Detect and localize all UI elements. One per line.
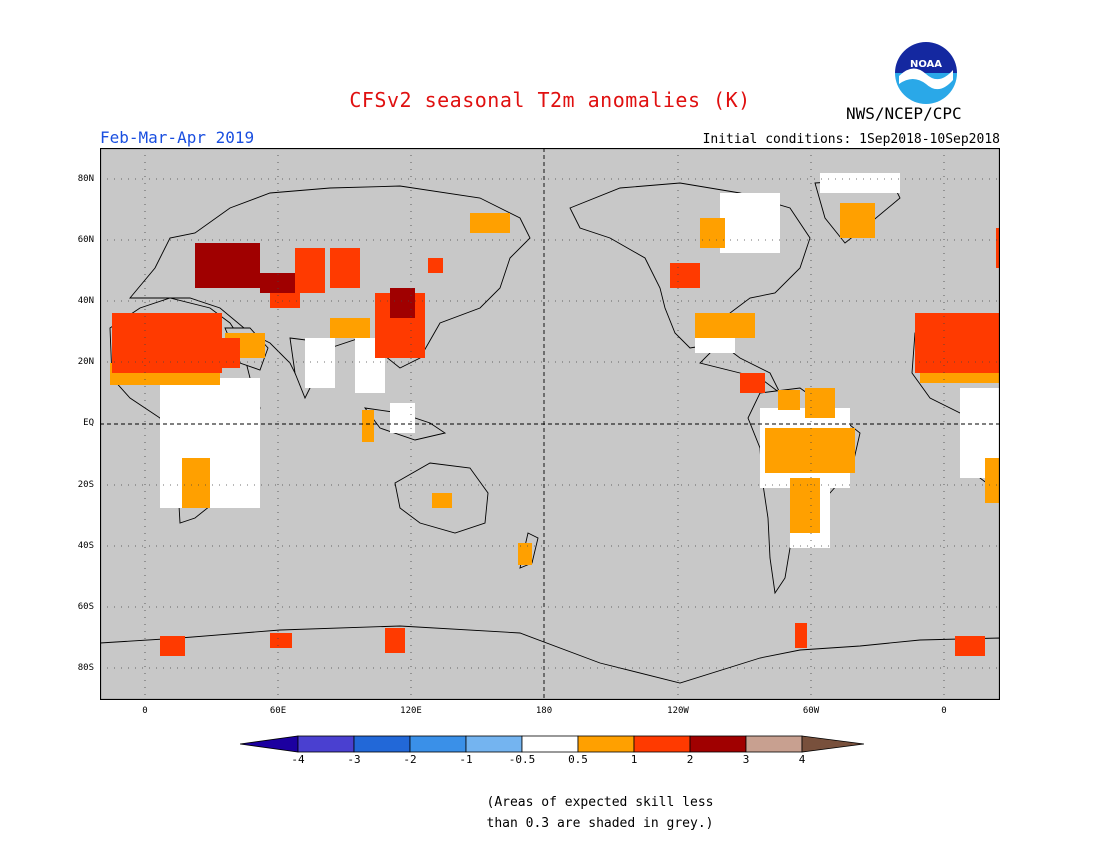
agency-label: NWS/NCEP/CPC (846, 104, 962, 123)
legend-swatch (689, 735, 747, 753)
skill-note-line2: than 0.3 are shaded in grey.) (486, 816, 714, 831)
legend-swatch (801, 735, 864, 753)
legend-swatch (240, 735, 299, 753)
noaa-logo: NOAA (894, 41, 958, 105)
lat-label: EQ (83, 418, 94, 428)
legend-tick: 0.5 (568, 753, 588, 766)
legend-tick: -3 (347, 753, 361, 766)
legend-swatch (465, 735, 523, 753)
initial-conditions: Initial conditions: 1Sep2018-10Sep2018 (702, 132, 1000, 147)
legend-swatch (633, 735, 691, 753)
legend-swatch (577, 735, 635, 753)
legend-tick: 1 (630, 753, 638, 766)
lat-label: 80S (77, 663, 94, 673)
svg-text:NOAA: NOAA (910, 59, 942, 70)
legend-tick: 4 (798, 753, 806, 766)
forecast-period: Feb-Mar-Apr 2019 (100, 128, 255, 147)
legend-swatch (745, 735, 803, 753)
lon-label: 60W (802, 706, 820, 716)
lon-label: 120E (400, 706, 422, 716)
legend-tick: -4 (291, 753, 305, 766)
skill-note-line1: (Areas of expected skill less (486, 795, 714, 810)
legend-tick: -1 (459, 753, 473, 766)
legend-tick: 2 (686, 753, 694, 766)
legend-tick: -2 (403, 753, 417, 766)
lat-label: 60N (77, 235, 94, 245)
lat-label: 40N (77, 296, 94, 306)
lat-label: 20N (77, 357, 94, 367)
lon-label: 0 (142, 706, 148, 716)
legend-swatch (353, 735, 411, 753)
legend-swatch (409, 735, 467, 753)
map-frame (100, 148, 1000, 700)
map-title: CFSv2 seasonal T2m anomalies (K) (349, 88, 751, 112)
antarctica (100, 625, 1000, 700)
legend-swatch (297, 735, 355, 753)
lat-label: 60S (77, 602, 94, 612)
graticule (100, 148, 1000, 700)
color-legend (240, 735, 864, 753)
lat-label: 80N (77, 174, 94, 184)
skill-note: (Areas of expected skill less than 0.3 a… (460, 792, 740, 834)
anomaly-1-2 (112, 228, 1000, 656)
legend-tick: -0.5 (508, 753, 536, 766)
lat-label: 20S (77, 480, 94, 490)
lon-label: 120W (667, 706, 689, 716)
anomaly-map (100, 148, 1000, 700)
lon-label: 0 (941, 706, 947, 716)
legend-swatch (521, 735, 579, 753)
lon-label: 60E (269, 706, 287, 716)
lat-label: 40S (77, 541, 94, 551)
reference-lines (100, 148, 1000, 700)
lon-label: 180 (535, 706, 553, 716)
legend-tick: 3 (742, 753, 750, 766)
